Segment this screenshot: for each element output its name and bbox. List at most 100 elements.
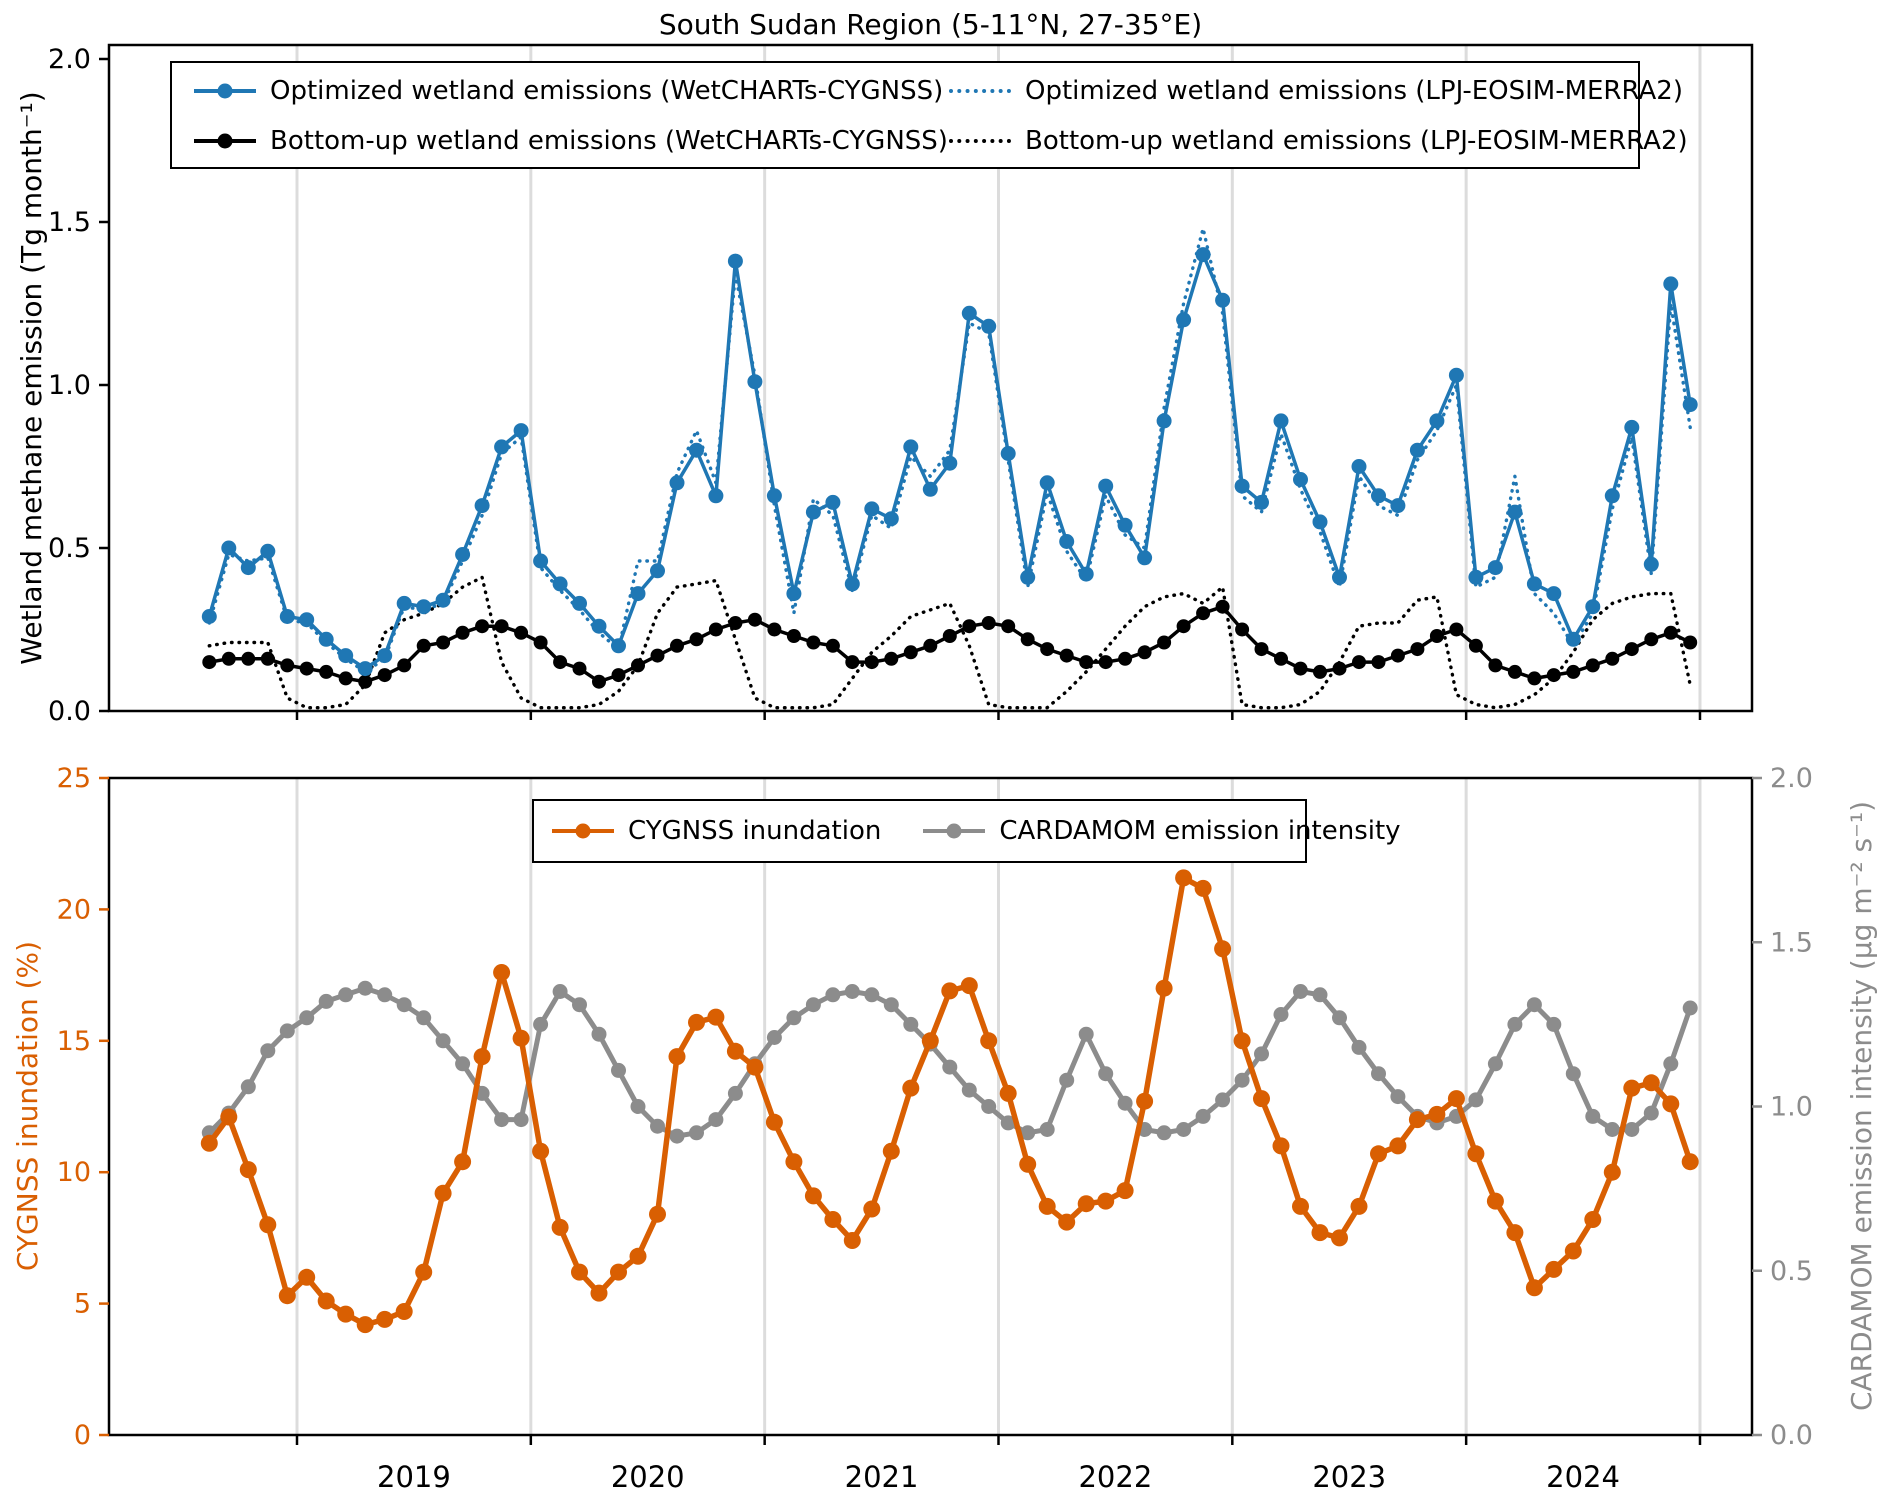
data-point <box>552 1219 569 1236</box>
data-point <box>553 984 568 999</box>
data-point <box>1274 652 1288 666</box>
data-point <box>494 439 509 454</box>
data-point <box>630 1248 647 1265</box>
bottom-left-y-tick-label: 0 <box>74 1420 91 1451</box>
data-point <box>746 1059 763 1076</box>
data-point <box>1390 1089 1405 1104</box>
data-point <box>1234 1032 1251 1049</box>
data-point <box>1428 1106 1445 1123</box>
data-point <box>396 1303 413 1320</box>
data-point <box>299 1010 314 1025</box>
data-point <box>1332 1010 1347 1025</box>
series-cardamom-intensity <box>202 981 1698 1144</box>
data-point <box>1137 550 1152 565</box>
data-point <box>1254 1046 1269 1061</box>
data-point <box>1409 1111 1426 1128</box>
top-legend-entry-2: Bottom-up wetland emissions (WetCHARTs-C… <box>194 126 949 156</box>
bottom-legend: CYGNSS inundationCARDAMOM emission inten… <box>532 799 1307 863</box>
marker-dot-icon <box>576 824 591 839</box>
data-point <box>495 619 509 633</box>
data-point <box>1196 606 1210 620</box>
data-point <box>241 652 255 666</box>
data-point <box>514 423 529 438</box>
bottom-legend-entry-1: CARDAMOM emission intensity <box>923 816 1400 846</box>
data-point <box>961 977 978 994</box>
data-point <box>417 639 431 653</box>
top-y-axis-label: Wetland methane emission (Tg month⁻¹) <box>15 28 49 728</box>
data-point <box>436 636 450 650</box>
data-point <box>299 612 314 627</box>
data-point <box>338 648 353 663</box>
data-point <box>786 586 801 601</box>
data-point <box>611 1063 626 1078</box>
data-point <box>631 586 646 601</box>
bottom-right-y-tick-label: 0.0 <box>1770 1420 1813 1451</box>
data-point <box>650 1119 665 1134</box>
data-point <box>456 626 470 640</box>
data-point <box>1585 599 1600 614</box>
data-point <box>1683 1001 1698 1016</box>
data-point <box>319 665 333 679</box>
data-point <box>748 613 762 627</box>
data-point <box>377 648 392 663</box>
bottom-left-y-tick-label: 5 <box>74 1289 91 1320</box>
data-point <box>1371 488 1386 503</box>
panel-spines <box>109 45 1752 1435</box>
top-legend-label: Optimized wetland emissions (LPJ-EOSIM-M… <box>1025 76 1683 106</box>
data-point <box>553 655 567 669</box>
data-point <box>708 1112 723 1127</box>
data-point <box>766 1114 783 1131</box>
data-point <box>1020 570 1035 585</box>
data-point <box>1294 662 1308 676</box>
data-point <box>592 1027 607 1042</box>
data-point <box>1389 1137 1406 1154</box>
year-gridlines <box>297 45 1700 1435</box>
data-point <box>1293 984 1308 999</box>
data-point <box>1546 1017 1561 1032</box>
data-point <box>1235 479 1250 494</box>
data-point <box>1624 1122 1639 1137</box>
data-point <box>1410 642 1424 656</box>
data-point <box>571 1264 588 1281</box>
chart-canvas: 0.00.51.01.52.005101520250.00.51.01.52.0… <box>0 0 1892 1499</box>
data-point <box>690 632 704 646</box>
data-point <box>493 964 510 981</box>
data-point <box>397 658 411 672</box>
data-point <box>1099 655 1113 669</box>
data-point <box>436 593 451 608</box>
data-point <box>1469 639 1483 653</box>
data-point <box>475 498 490 513</box>
data-point <box>845 576 860 591</box>
data-point <box>1079 1027 1094 1042</box>
data-point <box>902 1080 919 1097</box>
data-point <box>1449 368 1464 383</box>
data-point <box>1214 940 1231 957</box>
data-point <box>747 374 762 389</box>
data-point <box>1021 632 1035 646</box>
data-point <box>1019 1156 1036 1173</box>
bottom-left-y-axis-label: CYGNSS inundation (%) <box>11 756 45 1456</box>
bottom-right-y-tick-label: 1.0 <box>1770 1092 1813 1123</box>
data-point <box>1623 1080 1640 1097</box>
data-point <box>241 560 256 575</box>
data-point <box>261 652 275 666</box>
data-point <box>337 1306 354 1323</box>
data-point <box>1117 1182 1134 1199</box>
data-point <box>1488 1056 1503 1071</box>
bottom-legend-entry-0: CYGNSS inundation <box>552 816 881 846</box>
bottom-left-y-tick-label: 15 <box>57 1026 91 1057</box>
data-point <box>1508 665 1522 679</box>
bottom-legend-label: CARDAMOM emission intensity <box>999 816 1400 846</box>
data-point <box>280 609 295 624</box>
data-point <box>474 1048 491 1065</box>
data-point <box>1604 1164 1621 1181</box>
line-with-marker-icon <box>552 829 614 833</box>
data-point <box>1488 560 1503 575</box>
data-point <box>1371 1066 1386 1081</box>
data-point <box>338 987 353 1002</box>
data-point <box>1351 1198 1368 1215</box>
data-point <box>708 488 723 503</box>
dotted-line-icon <box>949 89 1011 93</box>
data-point <box>1605 488 1620 503</box>
data-point <box>1177 619 1191 633</box>
